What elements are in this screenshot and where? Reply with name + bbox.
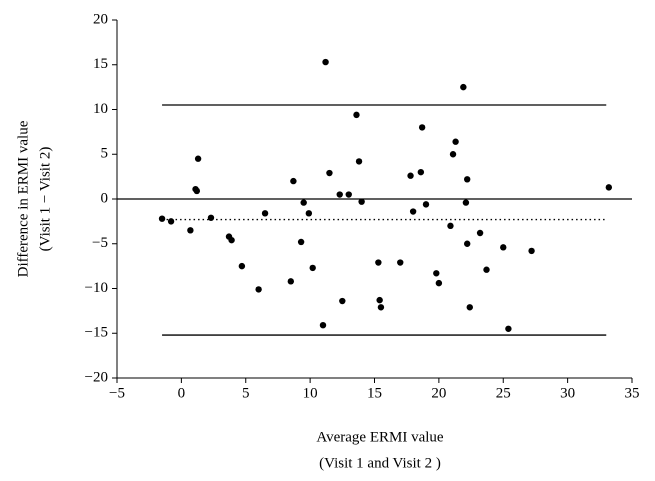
- point: [336, 191, 343, 198]
- point: [228, 236, 235, 244]
- point: [464, 240, 471, 247]
- point: [309, 264, 316, 272]
- point: [435, 279, 443, 287]
- point: [339, 297, 346, 305]
- y-axis-title-2: (Visit 1 − Visit 2): [37, 147, 53, 252]
- point: [326, 169, 333, 177]
- point: [452, 138, 459, 145]
- x-tick-label: 15: [367, 385, 382, 401]
- x-tick-label: 30: [560, 385, 575, 401]
- point: [287, 278, 295, 285]
- point: [261, 210, 269, 217]
- point: [194, 155, 202, 162]
- x-axis-title: Average ERMI value: [316, 429, 444, 445]
- point: [422, 201, 430, 208]
- x-tick-label: 5: [242, 385, 250, 401]
- point: [158, 215, 166, 222]
- point: [460, 83, 467, 91]
- y-tick-label: −20: [85, 369, 108, 385]
- point: [322, 58, 329, 66]
- point: [464, 176, 471, 183]
- y-tick-label: 5: [101, 146, 109, 162]
- point: [377, 304, 385, 311]
- point: [207, 214, 215, 221]
- point: [193, 187, 201, 195]
- y-axis-title: Difference in ERMI value: [15, 120, 31, 277]
- y-tick-label: −5: [92, 235, 108, 251]
- point: [238, 262, 246, 270]
- point: [187, 227, 194, 234]
- point: [433, 270, 440, 277]
- x-tick-label: −5: [109, 385, 125, 401]
- point: [358, 198, 365, 205]
- y-tick-label: 20: [93, 11, 108, 27]
- point: [319, 321, 327, 329]
- x-tick-label: 20: [431, 385, 446, 401]
- x-tick-label: 35: [625, 385, 640, 401]
- y-tick-label: −15: [85, 325, 108, 341]
- point: [466, 304, 473, 311]
- point: [528, 247, 535, 255]
- point: [355, 158, 363, 165]
- y-tick-label: −10: [85, 280, 108, 296]
- point: [409, 208, 417, 215]
- point: [376, 296, 383, 304]
- x-tick-label: 25: [496, 385, 511, 401]
- point: [407, 172, 414, 179]
- x-tick-label: 10: [303, 385, 318, 401]
- point: [305, 210, 313, 217]
- point: [462, 199, 470, 206]
- point: [345, 191, 352, 198]
- point: [375, 259, 382, 266]
- point: [255, 286, 262, 293]
- point: [483, 266, 490, 273]
- point: [353, 111, 360, 119]
- point: [449, 151, 457, 158]
- point: [476, 229, 484, 237]
- point: [397, 259, 404, 266]
- point: [447, 222, 454, 230]
- y-tick-label: 15: [93, 56, 108, 72]
- point: [605, 184, 613, 191]
- x-tick-label: 0: [178, 385, 186, 401]
- point: [300, 199, 307, 206]
- x-axis-title-2: (Visit 1 and Visit 2 ): [319, 455, 441, 471]
- point: [290, 177, 297, 185]
- point: [417, 168, 425, 176]
- point: [297, 238, 305, 246]
- point: [505, 325, 512, 332]
- y-tick-label: 10: [93, 101, 108, 117]
- y-tick-label: 0: [101, 190, 109, 206]
- point: [167, 218, 175, 225]
- point: [500, 244, 507, 251]
- point: [418, 124, 426, 131]
